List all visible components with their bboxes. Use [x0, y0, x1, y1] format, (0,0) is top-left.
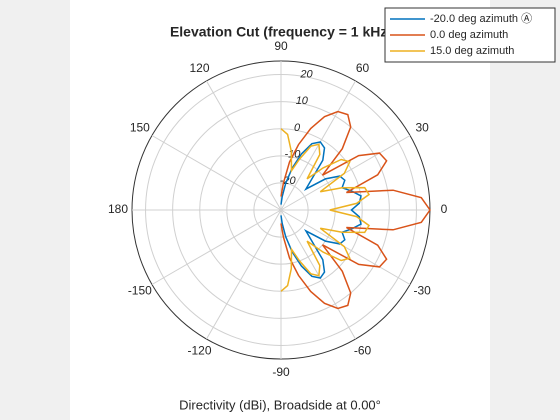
angle-tick-label: 0 [441, 202, 448, 216]
angle-tick-label: -120 [187, 343, 211, 357]
angle-tick-label: 120 [189, 61, 209, 75]
grid-spoke [280, 209, 411, 285]
angle-tick-label: -60 [354, 343, 372, 357]
x-axis-label: Directivity (dBi), Broadside at 0.00° [179, 397, 381, 412]
radial-tick-label: -20 [280, 175, 297, 187]
grid-spoke [151, 209, 282, 285]
series-line [280, 141, 362, 279]
legend-label: 15.0 deg azimuth [430, 45, 514, 57]
angle-tick-label: 30 [415, 121, 429, 135]
chart-title: Elevation Cut (frequency = 1 kHz) [170, 24, 392, 40]
grid-spoke [206, 209, 282, 340]
angle-tick-label: 90 [274, 39, 288, 53]
angle-tick-label: -150 [128, 284, 152, 298]
legend-label: 0.0 deg azimuth [430, 29, 508, 41]
radial-tick-label: 20 [299, 69, 313, 81]
angle-tick-label: -90 [272, 365, 290, 379]
radial-tick-label: 10 [296, 95, 309, 107]
grid-spoke [151, 135, 282, 211]
series-line [280, 110, 431, 310]
angle-tick-label: 150 [130, 121, 150, 135]
grid-spoke [206, 80, 282, 211]
angle-tick-label: 60 [356, 61, 370, 75]
grid-spoke [280, 135, 411, 211]
legend: -20.0 deg azimuth Ⓐ 0.0 deg azimuth 15.0 d… [384, 7, 556, 63]
grid-spoke [280, 80, 356, 211]
legend-label: -20.0 deg azimuth Ⓐ [430, 12, 532, 25]
plot-area: 0306090120150180-150-120-90-60-30-20-100… [108, 39, 448, 379]
angle-tick-label: -30 [413, 284, 431, 298]
radial-tick-label: 0 [294, 122, 301, 134]
grid-spoke [280, 209, 356, 340]
angle-tick-label: 180 [108, 202, 128, 216]
series-line [280, 128, 371, 292]
